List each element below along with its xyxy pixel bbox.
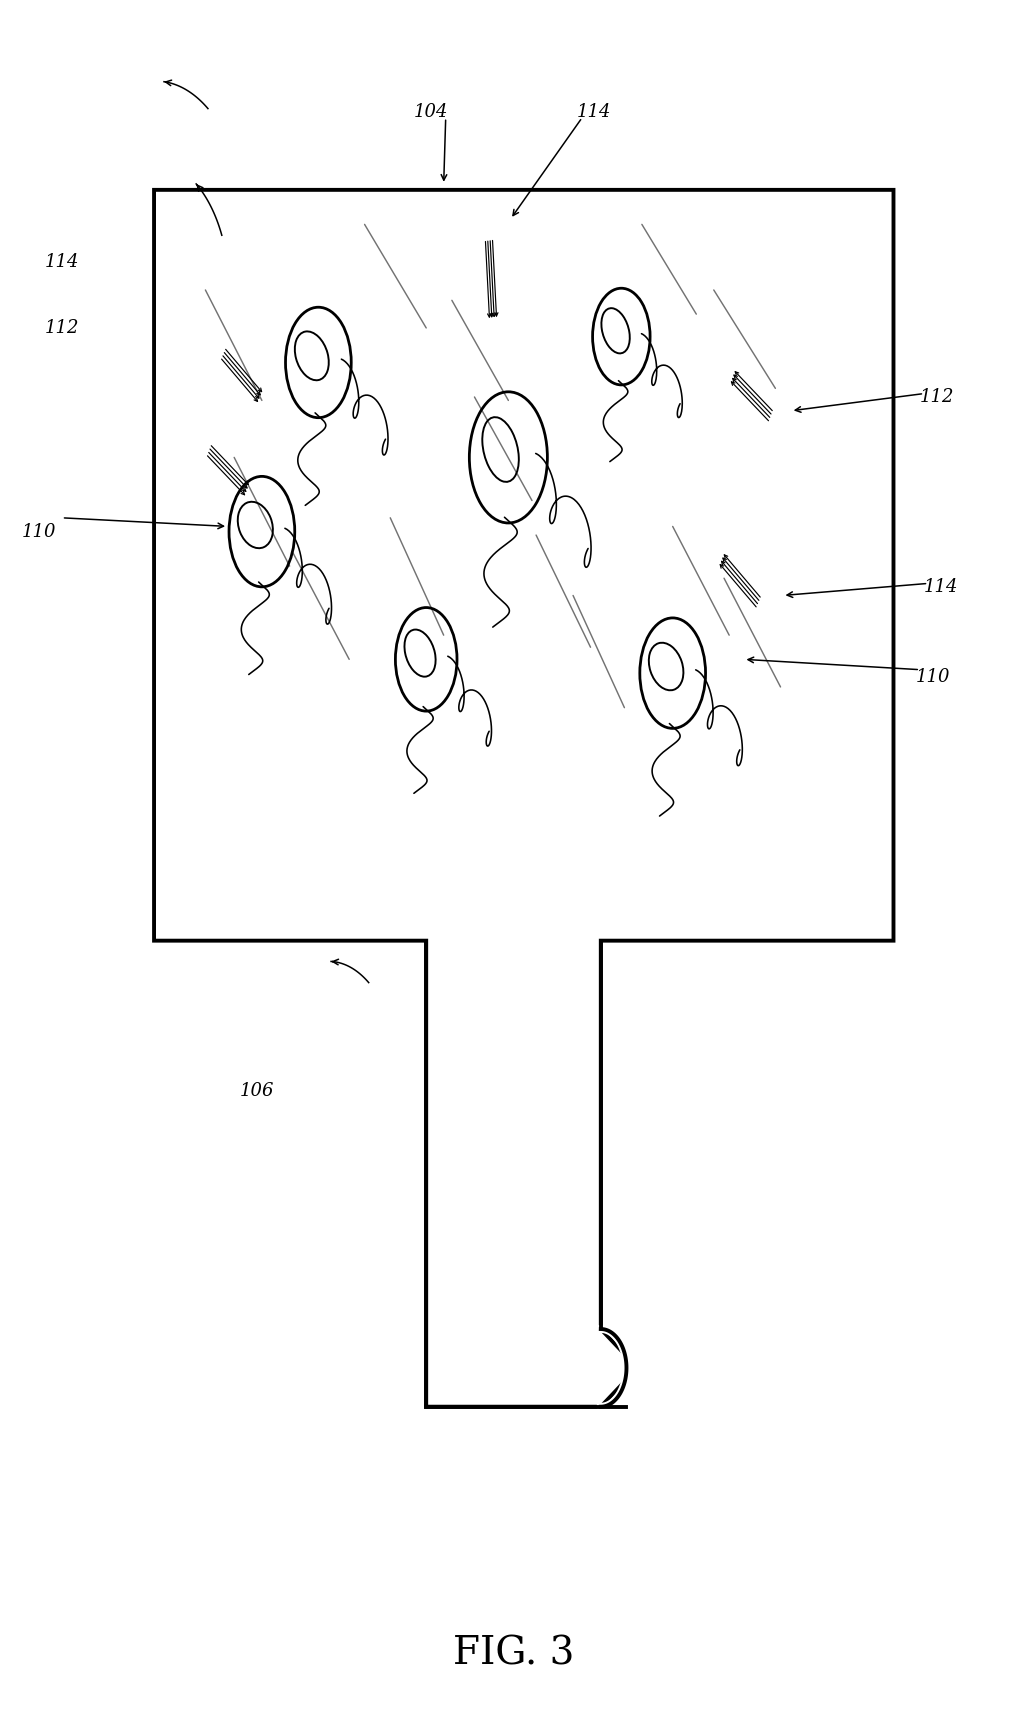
- Text: 112: 112: [919, 388, 954, 406]
- Text: 104: 104: [414, 104, 449, 121]
- Text: 106: 106: [239, 1082, 274, 1099]
- Text: 114: 114: [44, 254, 79, 271]
- Text: 110: 110: [915, 668, 950, 685]
- Text: 112: 112: [44, 319, 79, 337]
- Text: FIG. 3: FIG. 3: [453, 1635, 574, 1672]
- Bar: [429, 927, 598, 951]
- Text: 114: 114: [576, 104, 611, 121]
- Text: 110: 110: [22, 523, 56, 540]
- Text: 114: 114: [923, 578, 958, 595]
- PathPatch shape: [154, 190, 893, 1407]
